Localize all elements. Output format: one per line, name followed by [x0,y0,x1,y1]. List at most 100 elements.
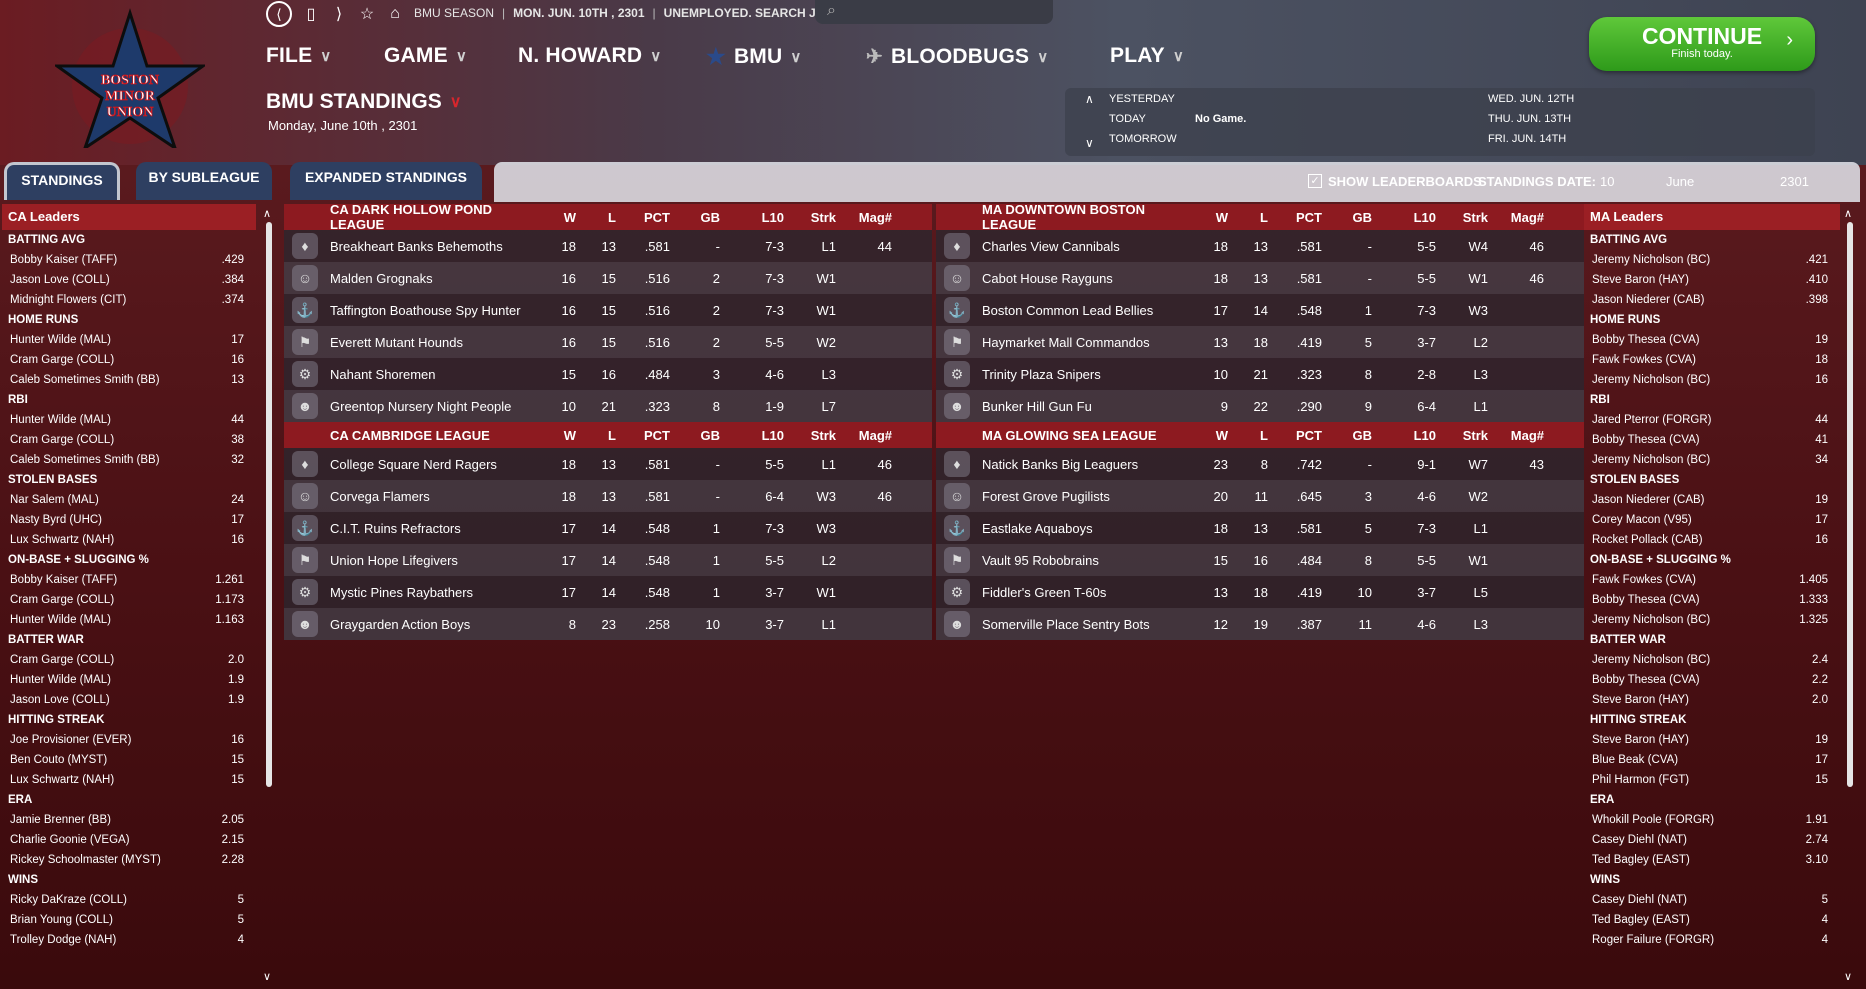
menu-league[interactable]: ★ BMU ∨ [706,44,802,70]
leader-row[interactable]: Cram Garge (COLL) 1.173 [2,590,256,610]
team-name[interactable]: Eastlake Aquaboys [982,520,1093,536]
column-header-l10[interactable]: L10 [1413,427,1436,443]
ca-leaders-scrollbar[interactable] [266,222,272,787]
leader-row[interactable]: Joe Provisioner (EVER) 16 [2,730,256,750]
table-row[interactable]: ⚙ Nahant Shoremen 15 16 .484 3 4-6 L3 [284,358,932,390]
leader-player[interactable]: Jeremy Nicholson (BC) [1592,654,1711,666]
column-header-l[interactable]: L [1260,209,1268,225]
table-row[interactable]: ⚓ C.I.T. Ruins Refractors 17 14 .548 1 7-3 W3 [284,512,932,544]
leader-row[interactable]: Jason Niederer (CAB) .398 [1584,290,1840,310]
leader-player[interactable]: Blue Beak (CVA) [1592,754,1679,766]
leader-player[interactable]: Casey Diehl (NAT) [1592,834,1687,846]
search-input[interactable]: ⌕ [815,0,1053,24]
table-row[interactable]: ⚑ Everett Mutant Hounds 16 15 .516 2 5-5 W2 [284,326,932,358]
leader-player[interactable]: Jason Niederer (CAB) [1592,294,1705,306]
leader-player[interactable]: Midnight Flowers (CIT) [10,294,127,306]
leader-player[interactable]: Hunter Wilde (MAL) [10,614,111,626]
leader-row[interactable]: Hunter Wilde (MAL) 17 [2,330,256,350]
leader-row[interactable]: Cram Garge (COLL) 2.0 [2,650,256,670]
table-row[interactable]: ⚑ Union Hope Lifegivers 17 14 .548 1 5-5 L2 [284,544,932,576]
leader-player[interactable]: Steve Baron (HAY) [1592,694,1689,706]
column-header-strk[interactable]: Strk [1462,209,1488,225]
team-name[interactable]: Malden Grognaks [330,270,433,286]
column-header-strk[interactable]: Strk [810,209,836,225]
menu-file[interactable]: FILE ∨ [266,44,331,68]
column-header-w[interactable]: W [1215,427,1228,443]
leader-player[interactable]: Lux Schwartz (NAH) [10,534,115,546]
leader-row[interactable]: Caleb Sometimes Smith (BB) 13 [2,370,256,390]
leader-player[interactable]: Corey Macon (V95) [1592,514,1692,526]
team-name[interactable]: Taffington Boathouse Spy Hunter [330,302,521,318]
leader-player[interactable]: Caleb Sometimes Smith (BB) [10,374,160,386]
leader-player[interactable]: Jeremy Nicholson (BC) [1592,254,1711,266]
leader-player[interactable]: Brian Young (COLL) [10,914,113,926]
crumb-season[interactable]: BMU SEASON [414,6,495,20]
team-name[interactable]: Nahant Shoremen [330,366,436,382]
leader-row[interactable]: Steve Baron (HAY) 2.0 [1584,690,1840,710]
column-header-l[interactable]: L [608,427,616,443]
column-header-l10[interactable]: L10 [1413,209,1436,225]
team-name[interactable]: Everett Mutant Hounds [330,334,463,350]
column-header-mag[interactable]: Mag# [1510,209,1544,225]
leader-player[interactable]: Trolley Dodge (NAH) [10,934,117,946]
leader-player[interactable]: Casey Diehl (NAT) [1592,894,1687,906]
table-row[interactable]: ⚑ Haymarket Mall Commandos 13 18 .419 5 3-7 L2 [936,326,1584,358]
team-name[interactable]: Fiddler's Green T-60s [982,584,1107,600]
leader-row[interactable]: Steve Baron (HAY) 19 [1584,730,1840,750]
menu-play[interactable]: PLAY ∨ [1110,44,1184,68]
leader-row[interactable]: Whokill Poole (FORGR) 1.91 [1584,810,1840,830]
leader-player[interactable]: Jeremy Nicholson (BC) [1592,374,1711,386]
team-name[interactable]: Haymarket Mall Commandos [982,334,1150,350]
chevron-down-icon[interactable]: ∨ [1085,136,1094,150]
leader-player[interactable]: Fawk Fowkes (CVA) [1592,574,1696,586]
leader-row[interactable]: Roger Failure (FORGR) 4 [1584,930,1840,950]
leader-row[interactable]: Bobby Thesea (CVA) 1.333 [1584,590,1840,610]
table-row[interactable]: ⚙ Mystic Pines Raybathers 17 14 .548 1 3-7 W1 [284,576,932,608]
table-row[interactable]: ☻ Somerville Place Sentry Bots 12 19 .387 11 4… [936,608,1584,640]
table-row[interactable]: ⚓ Taffington Boathouse Spy Hunter 16 15 .516… [284,294,932,326]
leader-row[interactable]: Rickey Schoolmaster (MYST) 2.28 [2,850,256,870]
leader-player[interactable]: Ricky DaKraze (COLL) [10,894,127,906]
leader-row[interactable]: Brian Young (COLL) 5 [2,910,256,930]
column-header-l10[interactable]: L10 [761,427,784,443]
table-row[interactable]: ☺ Forest Grove Pugilists 20 11 .645 3 4-6 W2 [936,480,1584,512]
column-header-strk[interactable]: Strk [1462,427,1488,443]
leader-row[interactable]: Phil Harmon (FGT) 15 [1584,770,1840,790]
leader-row[interactable]: Caleb Sometimes Smith (BB) 32 [2,450,256,470]
team-name[interactable]: Trinity Plaza Snipers [982,366,1101,382]
leader-row[interactable]: Bobby Thesea (CVA) 2.2 [1584,670,1840,690]
leader-player[interactable]: Bobby Thesea (CVA) [1592,594,1700,606]
leader-row[interactable]: Rocket Pollack (CAB) 16 [1584,530,1840,550]
table-row[interactable]: ⚓ Boston Common Lead Bellies 17 14 .548 1 7-3 W… [936,294,1584,326]
leader-row[interactable]: Casey Diehl (NAT) 5 [1584,890,1840,910]
column-header-l[interactable]: L [608,209,616,225]
leader-row[interactable]: Steve Baron (HAY) .410 [1584,270,1840,290]
standings-year[interactable]: 2301 [1780,174,1809,189]
leader-player[interactable]: Cram Garge (COLL) [10,434,115,446]
leader-player[interactable]: Steve Baron (HAY) [1592,734,1689,746]
table-row[interactable]: ⚓ Eastlake Aquaboys 18 13 .581 5 7-3 L1 [936,512,1584,544]
table-row[interactable]: ☻ Bunker Hill Gun Fu 9 22 .290 9 6-4 L1 [936,390,1584,422]
leader-player[interactable]: Jeremy Nicholson (BC) [1592,454,1711,466]
tab-expanded-standings[interactable]: EXPANDED STANDINGS [290,162,482,200]
column-header-pct[interactable]: PCT [1296,427,1322,443]
menu-game[interactable]: GAME ∨ [384,44,467,68]
team-name[interactable]: Mystic Pines Raybathers [330,584,474,600]
leader-player[interactable]: Ben Couto (MYST) [10,754,108,766]
leader-row[interactable]: Midnight Flowers (CIT) .374 [2,290,256,310]
leader-row[interactable]: Fawk Fowkes (CVA) 18 [1584,350,1840,370]
team-name[interactable]: College Square Nerd Ragers [330,456,497,472]
leader-player[interactable]: Roger Failure (FORGR) [1592,934,1715,946]
table-row[interactable]: ♦ College Square Nerd Ragers 18 13 .581 - 5-5 L… [284,448,932,480]
leader-row[interactable]: Ted Bagley (EAST) 4 [1584,910,1840,930]
leader-player[interactable]: Hunter Wilde (MAL) [10,414,111,426]
table-row[interactable]: ♦ Natick Banks Big Leaguers 23 8 .742 - 9-1 W7 4… [936,448,1584,480]
leader-row[interactable]: Corey Macon (V95) 17 [1584,510,1840,530]
leader-player[interactable]: Bobby Thesea (CVA) [1592,434,1700,446]
leader-row[interactable]: Fawk Fowkes (CVA) 1.405 [1584,570,1840,590]
continue-button[interactable]: CONTINUE Finish today. › [1589,17,1815,71]
column-header-l10[interactable]: L10 [761,209,784,225]
column-header-gb[interactable]: GB [1352,427,1373,443]
leader-row[interactable]: Trolley Dodge (NAH) 4 [2,930,256,950]
star-icon[interactable]: ☆ [359,6,375,23]
